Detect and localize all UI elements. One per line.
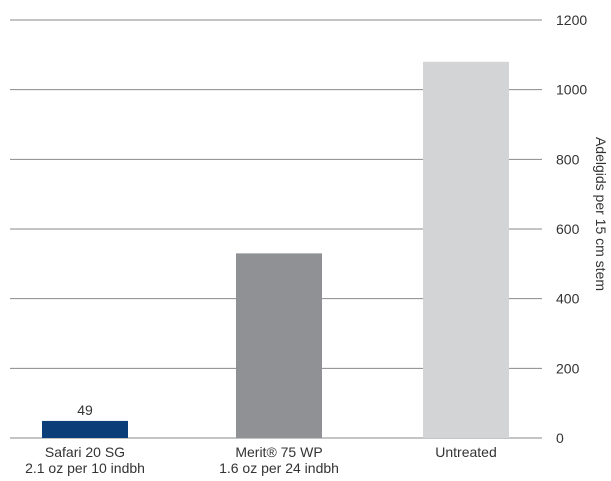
data-labels: 49	[77, 402, 93, 418]
category-label-line: Safari 20 SG	[45, 444, 125, 460]
category-label-1: Safari 20 SG2.1 oz per 10 indbh	[25, 444, 145, 476]
data-label-1: 49	[77, 402, 93, 418]
category-label-line: 2.1 oz per 10 indbh	[25, 460, 145, 476]
category-label-2: Merit® 75 WP1.6 oz per 24 indbh	[219, 444, 339, 476]
y-tick-label: 400	[556, 291, 580, 307]
category-label-line: 1.6 oz per 24 indbh	[219, 460, 339, 476]
y-tick-label: 200	[556, 360, 580, 376]
y-tick-label: 1000	[556, 82, 587, 98]
y-tick-label: 600	[556, 221, 580, 237]
y-tick-label: 1200	[556, 12, 587, 28]
bar-3	[423, 61, 509, 439]
category-label-line: Untreated	[435, 444, 496, 460]
y-tick-label: 0	[556, 430, 564, 446]
bar-2	[236, 253, 322, 438]
bars	[42, 61, 509, 439]
y-axis-title: Adelgids per 15 cm stem	[593, 137, 609, 291]
bar-1	[42, 420, 128, 438]
y-axis-ticks: 0 200 400 600 800 1000 1200	[556, 12, 587, 446]
x-axis-categories: Safari 20 SG2.1 oz per 10 indbh Merit® 75…	[25, 444, 497, 476]
category-label-3: Untreated	[435, 444, 496, 460]
y-tick-label: 800	[556, 151, 580, 167]
category-label-line: Merit® 75 WP	[235, 444, 322, 460]
